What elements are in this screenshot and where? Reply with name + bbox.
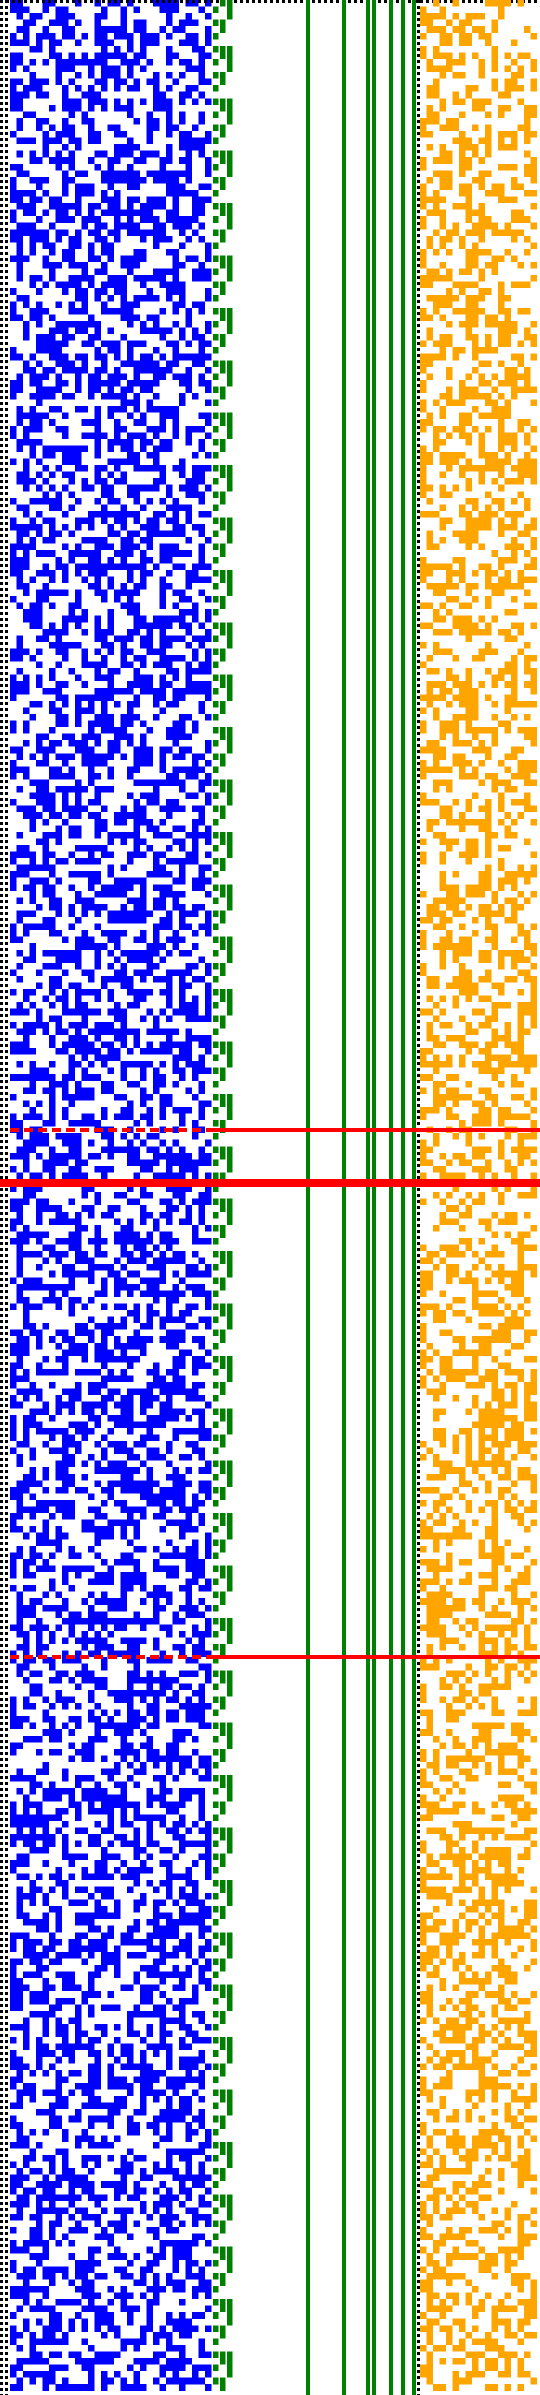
- vertical-line-6: [401, 0, 405, 2395]
- right-bit-block: [420, 0, 537, 2391]
- highlight-row-2: [0, 1179, 540, 1187]
- highlight-row-1: [10, 1128, 540, 1132]
- vertical-line-3: [366, 0, 370, 2395]
- vertical-line-4: [372, 0, 376, 2395]
- highlight-row-3: [10, 1655, 540, 1659]
- staircase-pattern: [213, 0, 233, 2391]
- right-bit-cells: [420, 0, 537, 2391]
- vertical-lines: [306, 0, 416, 2395]
- staircase-cells: [213, 0, 233, 2391]
- vertical-line-2: [342, 0, 346, 2395]
- highlight-rows: [0, 1128, 540, 1659]
- vertical-line-7: [412, 0, 416, 2395]
- vertical-line-1: [306, 0, 310, 2395]
- vertical-line-5: [389, 0, 393, 2395]
- left-bit-cells: [10, 0, 212, 2391]
- left-bit-block: [10, 0, 212, 2391]
